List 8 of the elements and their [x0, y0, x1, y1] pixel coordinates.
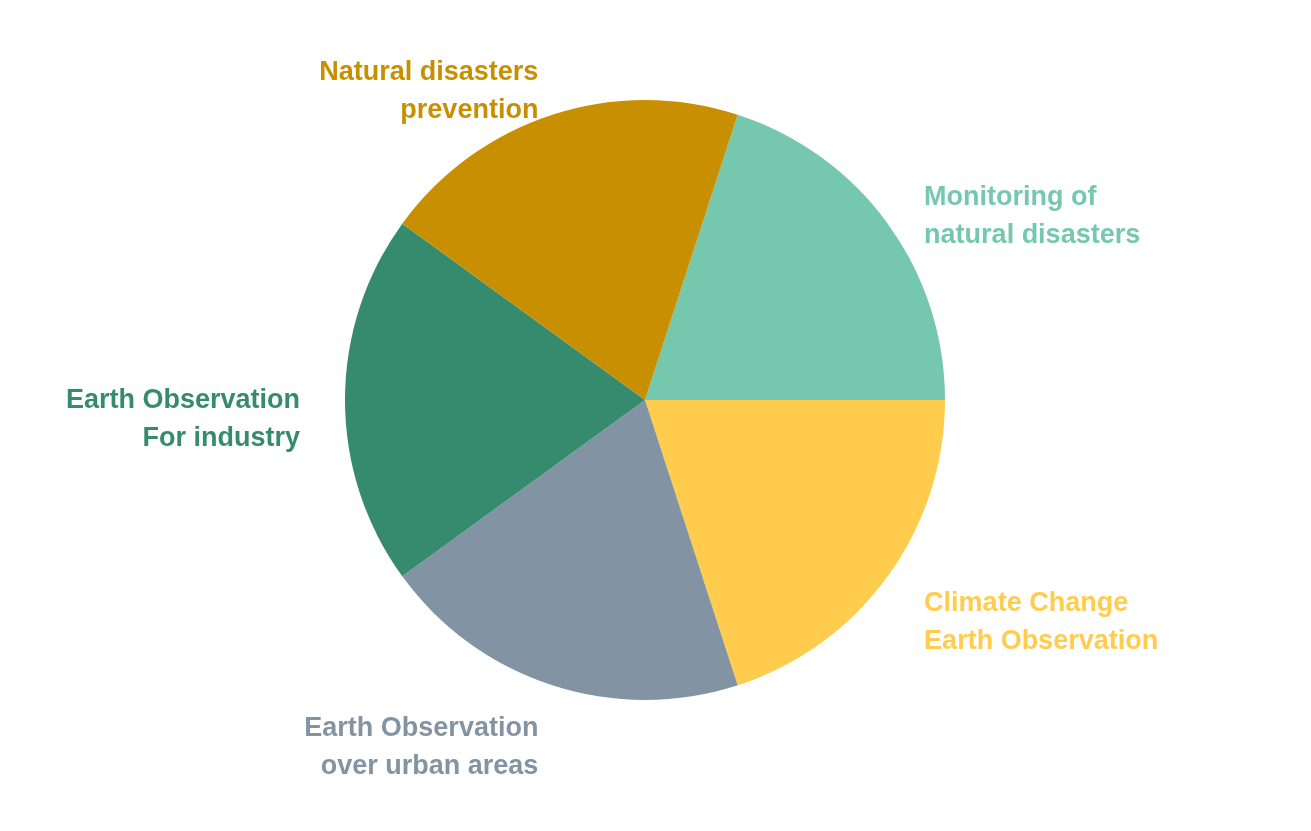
slice-label: Natural disasters prevention: [319, 55, 539, 124]
pie-slice: [345, 223, 645, 577]
slice-label: Earth Observation For industry: [65, 384, 300, 452]
slice-label: Monitoring of natural disasters: [924, 181, 1141, 250]
pie-slice: [402, 400, 738, 700]
slice-label: Climate Change Earth Observation: [924, 586, 1159, 655]
slice-label: Earth Observation over urban areas: [304, 712, 539, 781]
pie-slice: [402, 100, 738, 400]
